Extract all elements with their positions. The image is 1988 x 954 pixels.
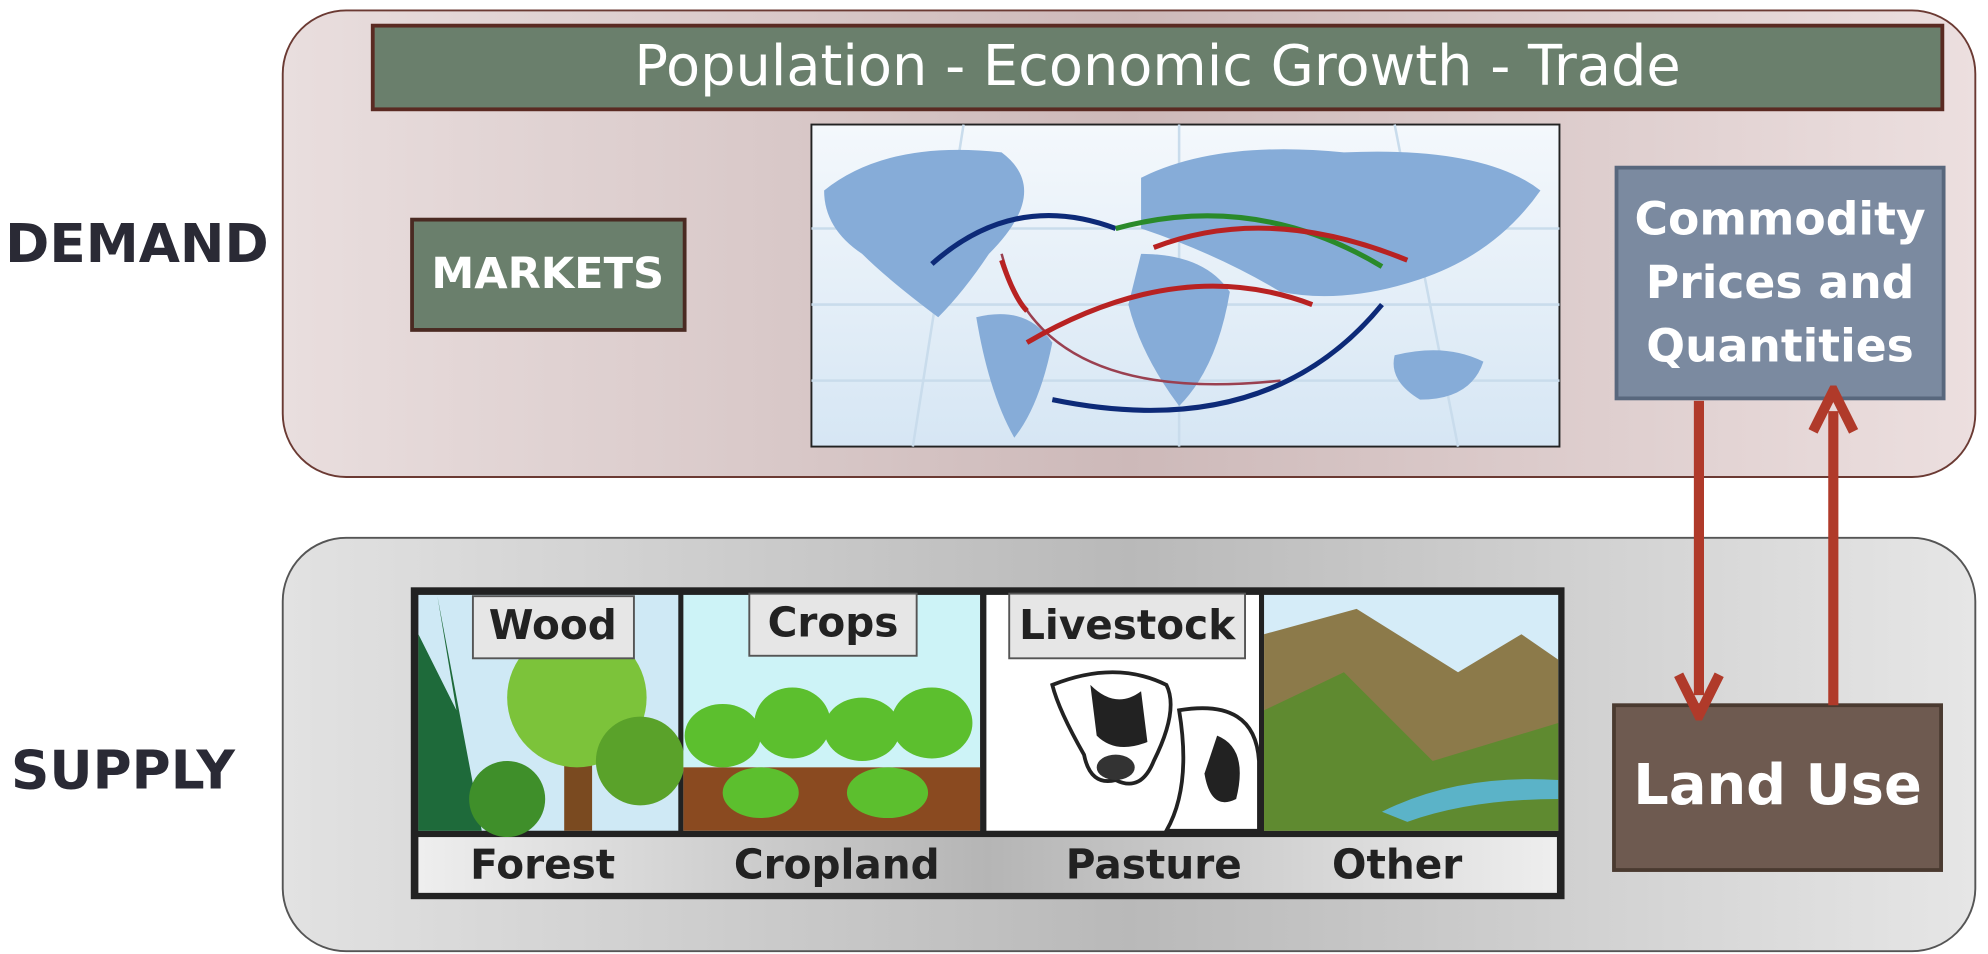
product-box <box>748 592 918 657</box>
product-label: Wood <box>489 601 617 649</box>
land-type-label: Other <box>1332 841 1462 889</box>
commodity-text: Quantities <box>1646 319 1914 372</box>
product-box <box>1008 592 1246 660</box>
land-type-label: Pasture <box>1066 841 1242 889</box>
markets-box <box>410 217 687 332</box>
supply-label: SUPPLY <box>11 739 236 801</box>
land-use-text: Land Use <box>1633 753 1922 818</box>
demand-label: DEMAND <box>5 213 269 275</box>
banner <box>370 23 1945 112</box>
land-type-label: Forest <box>470 841 615 889</box>
commodity-text: Prices and <box>1646 256 1915 309</box>
forest-tile <box>418 594 685 838</box>
markets-text: MARKETS <box>431 249 664 299</box>
world-map <box>810 123 1561 448</box>
land-type-label: Cropland <box>734 841 940 889</box>
product-box <box>471 595 635 660</box>
banner-text: Population - Economic Growth - Trade <box>634 34 1680 99</box>
commodity-box <box>1614 165 1946 401</box>
product-label: Livestock <box>1019 601 1236 649</box>
land-label-strip <box>418 837 1557 893</box>
product-label: Crops <box>768 598 899 646</box>
other-tile <box>1264 594 1559 831</box>
commodity-text: Commodity <box>1635 193 1926 246</box>
land-use-box <box>1612 703 1943 872</box>
